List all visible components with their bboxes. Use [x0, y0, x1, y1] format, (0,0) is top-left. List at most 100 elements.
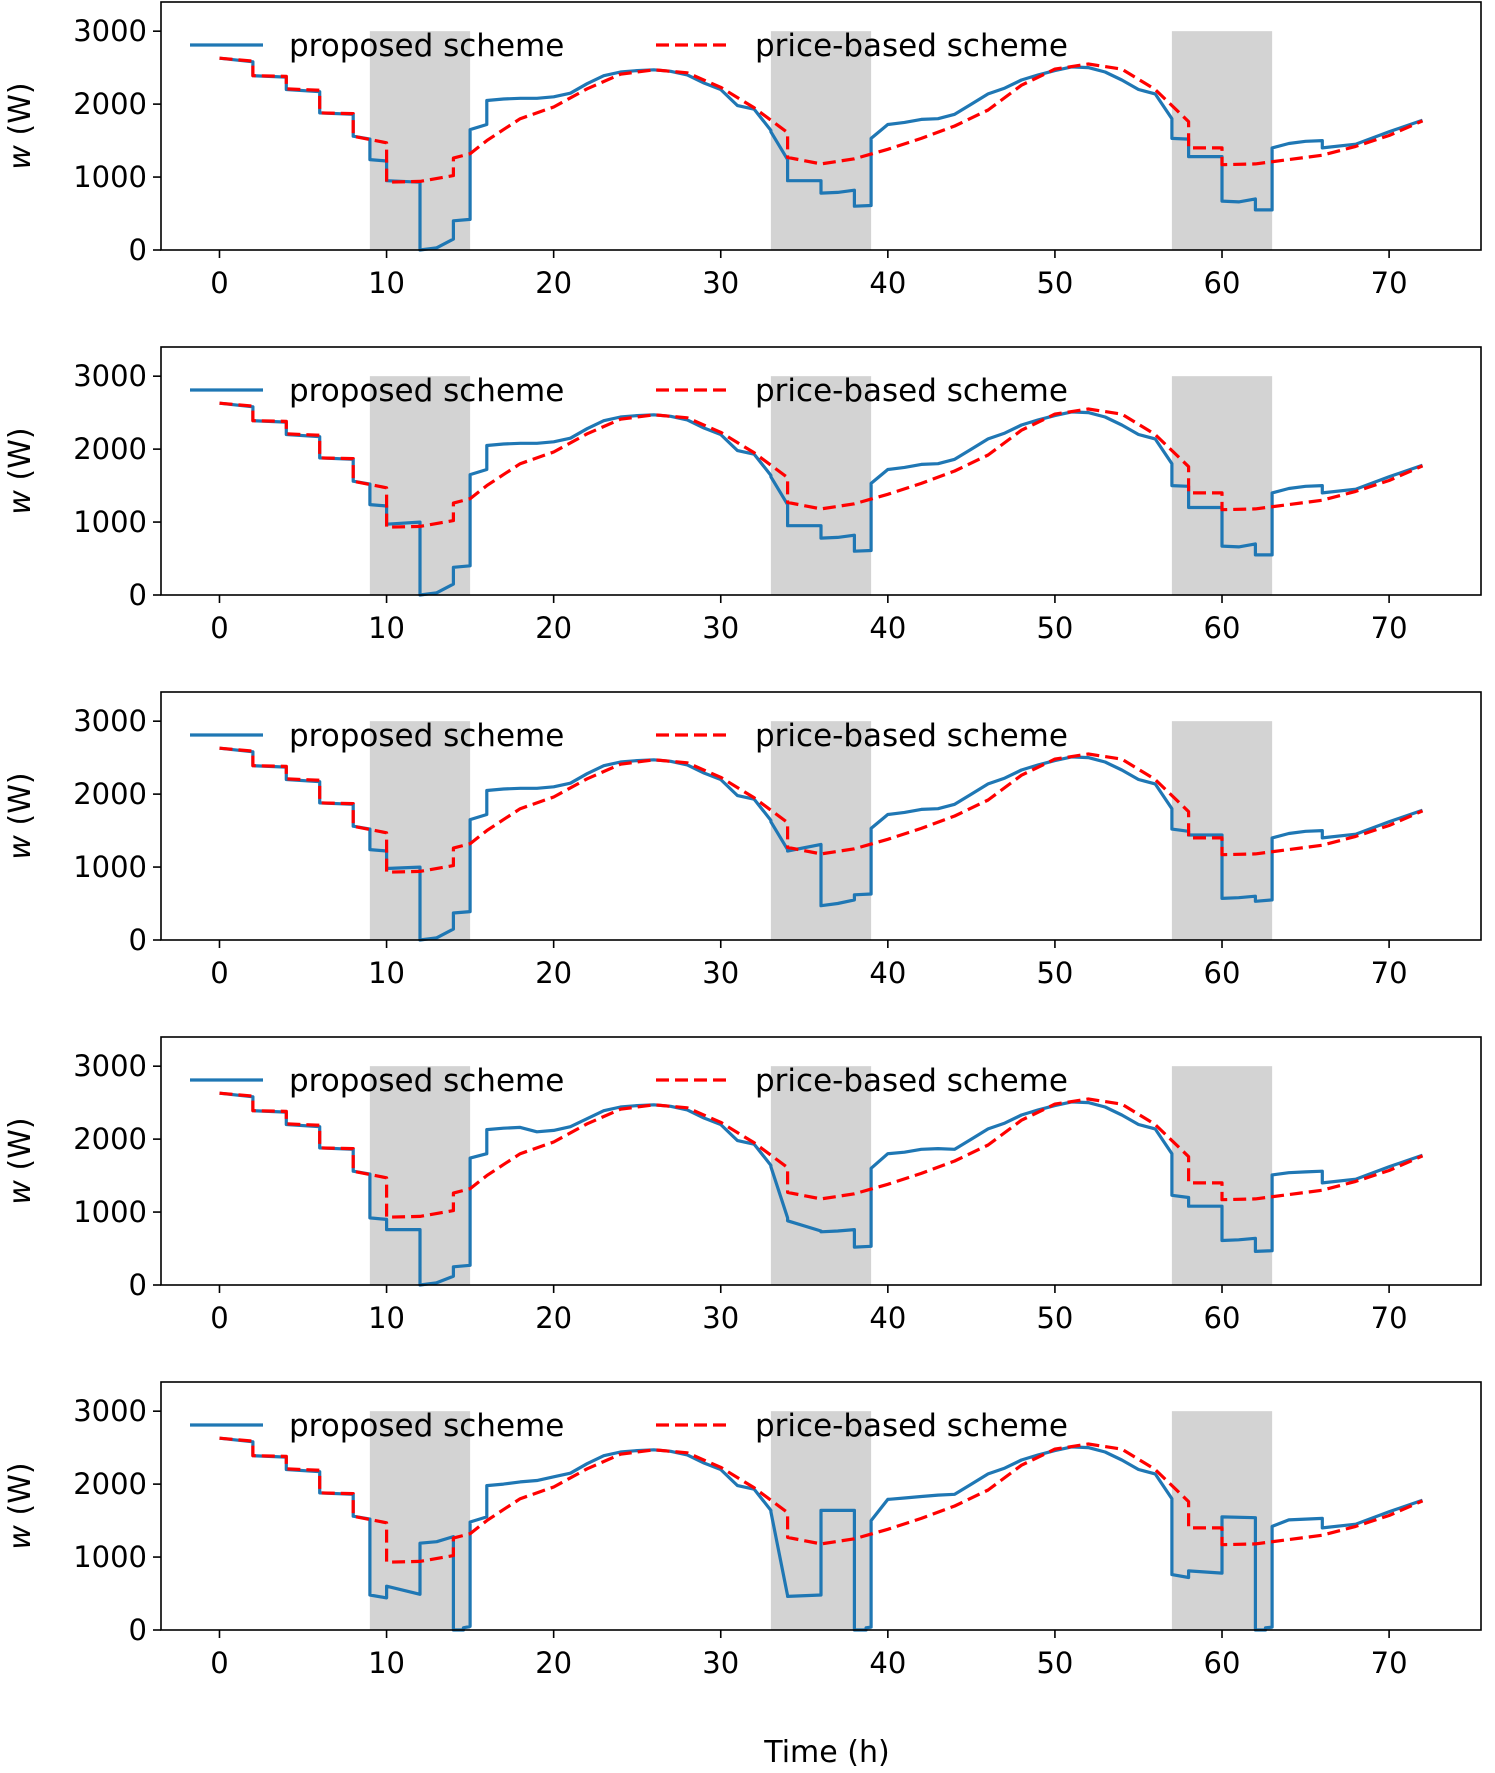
- price-based-legend-label: price-based scheme: [755, 718, 1068, 754]
- y-tick-label: 2000: [73, 1122, 147, 1156]
- shaded-interval-2: [770, 31, 872, 251]
- x-tick-label: 60: [1204, 266, 1241, 300]
- y-axis-variable: w: [3, 1180, 38, 1205]
- proposed-legend-label: proposed scheme: [289, 28, 564, 64]
- axes-frame: [160, 346, 1482, 596]
- y-tick-label: 2000: [73, 87, 147, 121]
- y-axis-unit: (W): [3, 82, 38, 145]
- price-based-series-line: [219, 1091, 1424, 1219]
- x-tick-label: 10: [368, 1301, 405, 1335]
- y-tick-label: 1000: [73, 1540, 147, 1574]
- x-tick-label: 30: [702, 1301, 739, 1335]
- proposed-legend-label: proposed scheme: [289, 1408, 564, 1444]
- x-tick-label: 70: [1371, 1646, 1408, 1680]
- y-tick-label: 1000: [73, 505, 147, 539]
- price-based-series-line: [219, 746, 1424, 874]
- y-tick-label: 3000: [73, 359, 147, 393]
- y-tick-label: 0: [129, 923, 147, 957]
- y-axis-label: w (W): [3, 1462, 38, 1549]
- legend: proposed scheme price-based scheme: [190, 718, 1068, 754]
- y-tick-label: 2000: [73, 777, 147, 811]
- x-tick-label: 50: [1036, 1301, 1073, 1335]
- y-axis-unit: (W): [3, 772, 38, 835]
- y-tick-label: 0: [129, 1268, 147, 1302]
- x-tick-label: 50: [1036, 611, 1073, 645]
- proposed-series-line: [219, 1436, 1424, 1632]
- x-tick-label: 40: [869, 266, 906, 300]
- price-based-series-line: [219, 1436, 1424, 1564]
- price-based-legend-label: price-based scheme: [755, 373, 1068, 409]
- shaded-interval-2: [770, 1066, 872, 1285]
- x-tick-label: 0: [210, 266, 228, 300]
- x-axis-label: Time (h): [763, 1735, 889, 1770]
- subplot-4: 0 10 20 30 40 50 60 70 0 1000 2000 3000 w (W) propose…: [3, 1036, 1482, 1335]
- subplot-3: 0 10 20 30 40 50 60 70 0 1000 2000 3000 w (W) propose…: [3, 691, 1482, 990]
- y-tick-label: 1000: [73, 850, 147, 884]
- y-axis-label: w (W): [3, 1117, 38, 1204]
- price-based-legend-label: price-based scheme: [755, 28, 1068, 64]
- x-tick-label: 60: [1204, 956, 1241, 990]
- x-tick-label: 70: [1371, 611, 1408, 645]
- x-tick-label: 70: [1371, 956, 1408, 990]
- axes-frame: [160, 1036, 1482, 1286]
- y-axis-variable: w: [3, 490, 38, 515]
- y-axis-label: w (W): [3, 82, 38, 169]
- proposed-series-line: [219, 746, 1424, 942]
- price-based-legend-label: price-based scheme: [755, 1063, 1068, 1099]
- x-tick-label: 10: [368, 956, 405, 990]
- x-tick-label: 50: [1036, 1646, 1073, 1680]
- y-tick-label: 1000: [73, 160, 147, 194]
- x-tick-label: 60: [1204, 1646, 1241, 1680]
- y-tick-label: 3000: [73, 704, 147, 738]
- x-tick-label: 20: [535, 1301, 572, 1335]
- proposed-series-line: [219, 1091, 1424, 1287]
- y-tick-label: 0: [129, 233, 147, 267]
- x-tick-label: 10: [368, 1646, 405, 1680]
- y-tick-label: 3000: [73, 1049, 147, 1083]
- x-tick-label: 70: [1371, 1301, 1408, 1335]
- x-tick-label: 0: [210, 1301, 228, 1335]
- y-tick-label: 2000: [73, 432, 147, 466]
- y-axis-variable: w: [3, 835, 38, 860]
- y-tick-label: 0: [129, 1613, 147, 1647]
- y-axis-unit: (W): [3, 1462, 38, 1525]
- x-tick-label: 40: [869, 611, 906, 645]
- axes-frame: [160, 1, 1482, 251]
- x-tick-label: 30: [702, 956, 739, 990]
- legend: proposed scheme price-based scheme: [190, 1408, 1068, 1444]
- y-tick-label: 3000: [73, 14, 147, 48]
- x-tick-label: 30: [702, 611, 739, 645]
- shaded-interval-2: [770, 376, 872, 595]
- legend: proposed scheme price-based scheme: [190, 28, 1068, 64]
- y-axis-unit: (W): [3, 427, 38, 490]
- proposed-series-line: [219, 56, 1424, 252]
- y-axis-label: w (W): [3, 427, 38, 514]
- axes-frame: [160, 1381, 1482, 1631]
- proposed-legend-label: proposed scheme: [289, 373, 564, 409]
- axes-frame: [160, 691, 1482, 941]
- x-tick-label: 60: [1204, 1301, 1241, 1335]
- x-tick-label: 20: [535, 611, 572, 645]
- legend: proposed scheme price-based scheme: [190, 373, 1068, 409]
- subplot-1: 0 10 20 30 40 50 60 70 0 1000 2000 3000 w (W) propose…: [3, 1, 1482, 300]
- x-tick-label: 40: [869, 956, 906, 990]
- y-tick-label: 2000: [73, 1467, 147, 1501]
- x-tick-label: 0: [210, 611, 228, 645]
- x-tick-label: 60: [1204, 611, 1241, 645]
- subplot-2: 0 10 20 30 40 50 60 70 0 1000 2000 3000 w (W) propose…: [3, 346, 1482, 645]
- price-based-series-line: [219, 56, 1424, 184]
- x-tick-label: 50: [1036, 956, 1073, 990]
- x-tick-label: 50: [1036, 266, 1073, 300]
- proposed-legend-label: proposed scheme: [289, 1063, 564, 1099]
- y-axis-label: w (W): [3, 772, 38, 859]
- legend: proposed scheme price-based scheme: [190, 1063, 1068, 1099]
- x-tick-label: 30: [702, 266, 739, 300]
- x-tick-label: 40: [869, 1646, 906, 1680]
- y-tick-label: 3000: [73, 1394, 147, 1428]
- y-tick-label: 1000: [73, 1195, 147, 1229]
- x-tick-label: 0: [210, 1646, 228, 1680]
- y-axis-unit: (W): [3, 1117, 38, 1180]
- price-based-series-line: [219, 401, 1424, 529]
- x-tick-label: 40: [869, 1301, 906, 1335]
